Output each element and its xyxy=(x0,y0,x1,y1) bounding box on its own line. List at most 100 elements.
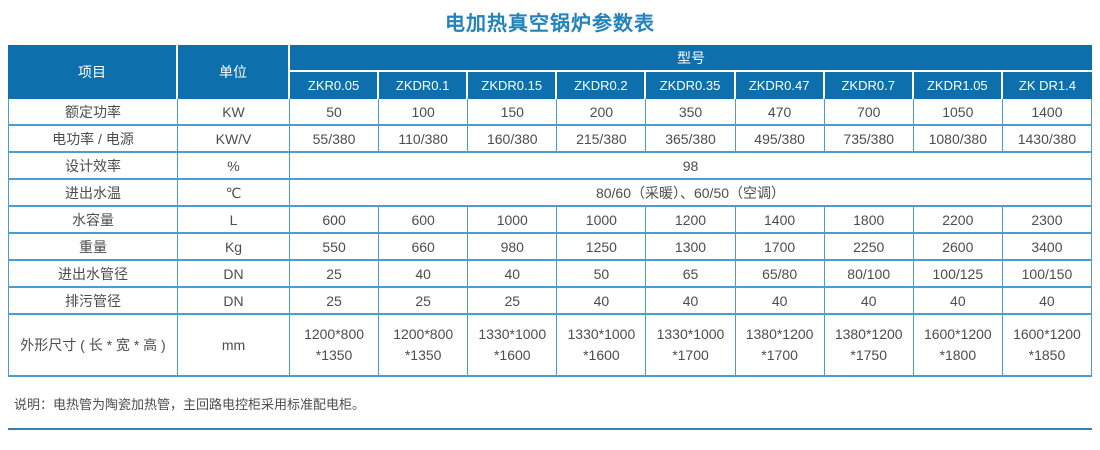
header-model-cell: ZK DR1.4 xyxy=(1002,72,1092,99)
cell-value: 25 xyxy=(379,288,469,315)
cell-value: 40 xyxy=(913,288,1003,315)
cell-value: 50 xyxy=(290,99,380,126)
boiler-parameter-table: 项目 单位 型号 ZKR0.05 ZKDR0.1 ZKDR0.15 ZKDR0.2 ZK… xyxy=(8,45,1092,377)
cell-value: 1330*1000 *1700 xyxy=(646,315,736,377)
cell-value: 25 xyxy=(468,288,558,315)
table-row: 进出水温 ℃ 80/60（采暖）、60/50（空调） xyxy=(8,180,1092,207)
cell-value: 40 xyxy=(557,288,647,315)
row-item-label: 进出水温 xyxy=(8,180,178,207)
cell-value: 495/380 xyxy=(735,126,825,153)
row-unit-value: DN xyxy=(178,261,290,288)
header-model-cell: ZKR0.05 xyxy=(290,72,380,99)
cell-value: 50 xyxy=(557,261,647,288)
header-model-cell: ZKDR0.35 xyxy=(646,72,736,99)
cell-value: 25 xyxy=(290,261,380,288)
row-item-label: 水容量 xyxy=(8,207,178,234)
row-item-label: 电功率 / 电源 xyxy=(8,126,178,153)
row-unit-value: KW xyxy=(178,99,290,126)
row-unit-value: KW/V xyxy=(178,126,290,153)
cell-value: 1250 xyxy=(557,234,647,261)
cell-value: 1600*1200 *1800 xyxy=(913,315,1003,377)
cell-value: 1300 xyxy=(646,234,736,261)
cell-value: 150 xyxy=(468,99,558,126)
cell-value: 65 xyxy=(646,261,736,288)
cell-value: 550 xyxy=(290,234,380,261)
row-span-value: 98 xyxy=(290,153,1092,180)
cell-value: 1400 xyxy=(1002,99,1092,126)
cell-value: 735/380 xyxy=(824,126,914,153)
row-unit-value: DN xyxy=(178,288,290,315)
header-model-cell: ZKDR0.47 xyxy=(735,72,825,99)
table-row: 额定功率 KW 50 100 150 200 350 470 700 1050 1400 xyxy=(8,99,1092,126)
cell-value: 1430/380 xyxy=(1002,126,1092,153)
row-unit-value: Kg xyxy=(178,234,290,261)
row-unit-value: % xyxy=(178,153,290,180)
cell-value: 600 xyxy=(379,207,469,234)
cell-value: 80/100 xyxy=(824,261,914,288)
cell-value: 980 xyxy=(468,234,558,261)
header-unit-label: 单位 xyxy=(178,45,290,99)
cell-value: 2250 xyxy=(824,234,914,261)
cell-value: 1330*1000 *1600 xyxy=(557,315,647,377)
cell-value: 1000 xyxy=(468,207,558,234)
bottom-divider xyxy=(8,428,1092,430)
table-row: 外形尺寸 ( 长 * 宽 * 高 ) mm 1200*800 *1350 1200*8… xyxy=(8,315,1092,377)
cell-value: 1200 xyxy=(646,207,736,234)
row-item-label: 进出水管径 xyxy=(8,261,178,288)
cell-value: 40 xyxy=(646,288,736,315)
cell-value: 100 xyxy=(379,99,469,126)
cell-value: 2600 xyxy=(913,234,1003,261)
header-model-cell: ZKDR0.1 xyxy=(379,72,469,99)
cell-value: 40 xyxy=(824,288,914,315)
cell-value: 1600*1200 *1850 xyxy=(1002,315,1092,377)
header-model-cell: ZKDR0.2 xyxy=(557,72,647,99)
cell-value: 1400 xyxy=(735,207,825,234)
header-model-cell: ZKDR1.05 xyxy=(913,72,1003,99)
header-row-top: 项目 单位 型号 xyxy=(8,45,1092,99)
cell-value: 2300 xyxy=(1002,207,1092,234)
cell-value: 660 xyxy=(379,234,469,261)
row-span-value: 80/60（采暖）、60/50（空调） xyxy=(290,180,1092,207)
cell-value: 1050 xyxy=(913,99,1003,126)
table-row: 重量 Kg 550 660 980 1250 1300 1700 2250 2600 3400 xyxy=(8,234,1092,261)
header-model-row: ZKR0.05 ZKDR0.1 ZKDR0.15 ZKDR0.2 ZKDR0.35 ZKD… xyxy=(8,72,1092,99)
page-title: 电加热真空锅炉参数表 xyxy=(445,13,655,35)
cell-value: 470 xyxy=(735,99,825,126)
cell-value: 1200*800 *1350 xyxy=(290,315,380,377)
cell-value: 1380*1200 *1750 xyxy=(824,315,914,377)
cell-value: 2200 xyxy=(913,207,1003,234)
cell-value: 55/380 xyxy=(290,126,380,153)
row-item-label: 额定功率 xyxy=(8,99,178,126)
cell-value: 40 xyxy=(735,288,825,315)
cell-value: 200 xyxy=(557,99,647,126)
cell-value: 40 xyxy=(468,261,558,288)
cell-value: 100/150 xyxy=(1002,261,1092,288)
row-item-label: 设计效率 xyxy=(8,153,178,180)
cell-value: 1700 xyxy=(735,234,825,261)
cell-value: 700 xyxy=(824,99,914,126)
cell-value: 600 xyxy=(290,207,380,234)
cell-value: 350 xyxy=(646,99,736,126)
row-unit-value: mm xyxy=(178,315,290,377)
header-model-cell: ZKDR0.7 xyxy=(824,72,914,99)
cell-value: 1380*1200 *1700 xyxy=(735,315,825,377)
cell-value: 1000 xyxy=(557,207,647,234)
table-body: 额定功率 KW 50 100 150 200 350 470 700 1050 1400 电功率 / … xyxy=(8,99,1092,377)
cell-value: 40 xyxy=(1002,288,1092,315)
row-item-label: 排污管径 xyxy=(8,288,178,315)
row-item-label: 重量 xyxy=(8,234,178,261)
table-row: 进出水管径 DN 25 40 40 50 65 65/80 80/100 100/125 100/1… xyxy=(8,261,1092,288)
table-row: 排污管径 DN 25 25 25 40 40 40 40 40 40 xyxy=(8,288,1092,315)
header-model-group-label: 型号 xyxy=(290,45,1092,72)
table-header: 项目 单位 型号 ZKR0.05 ZKDR0.1 ZKDR0.15 ZKDR0.2 ZK… xyxy=(8,45,1092,99)
table-row: 设计效率% 98 xyxy=(8,153,1092,180)
cell-value: 1800 xyxy=(824,207,914,234)
cell-value: 1330*1000 *1600 xyxy=(468,315,558,377)
row-unit-value: L xyxy=(178,207,290,234)
cell-value: 1200*800 *1350 xyxy=(379,315,469,377)
cell-value: 1080/380 xyxy=(913,126,1003,153)
cell-value: 3400 xyxy=(1002,234,1092,261)
table-row: 电功率 / 电源 KW/V 55/380 110/380 160/380 215/380 3… xyxy=(8,126,1092,153)
cell-value: 25 xyxy=(290,288,380,315)
